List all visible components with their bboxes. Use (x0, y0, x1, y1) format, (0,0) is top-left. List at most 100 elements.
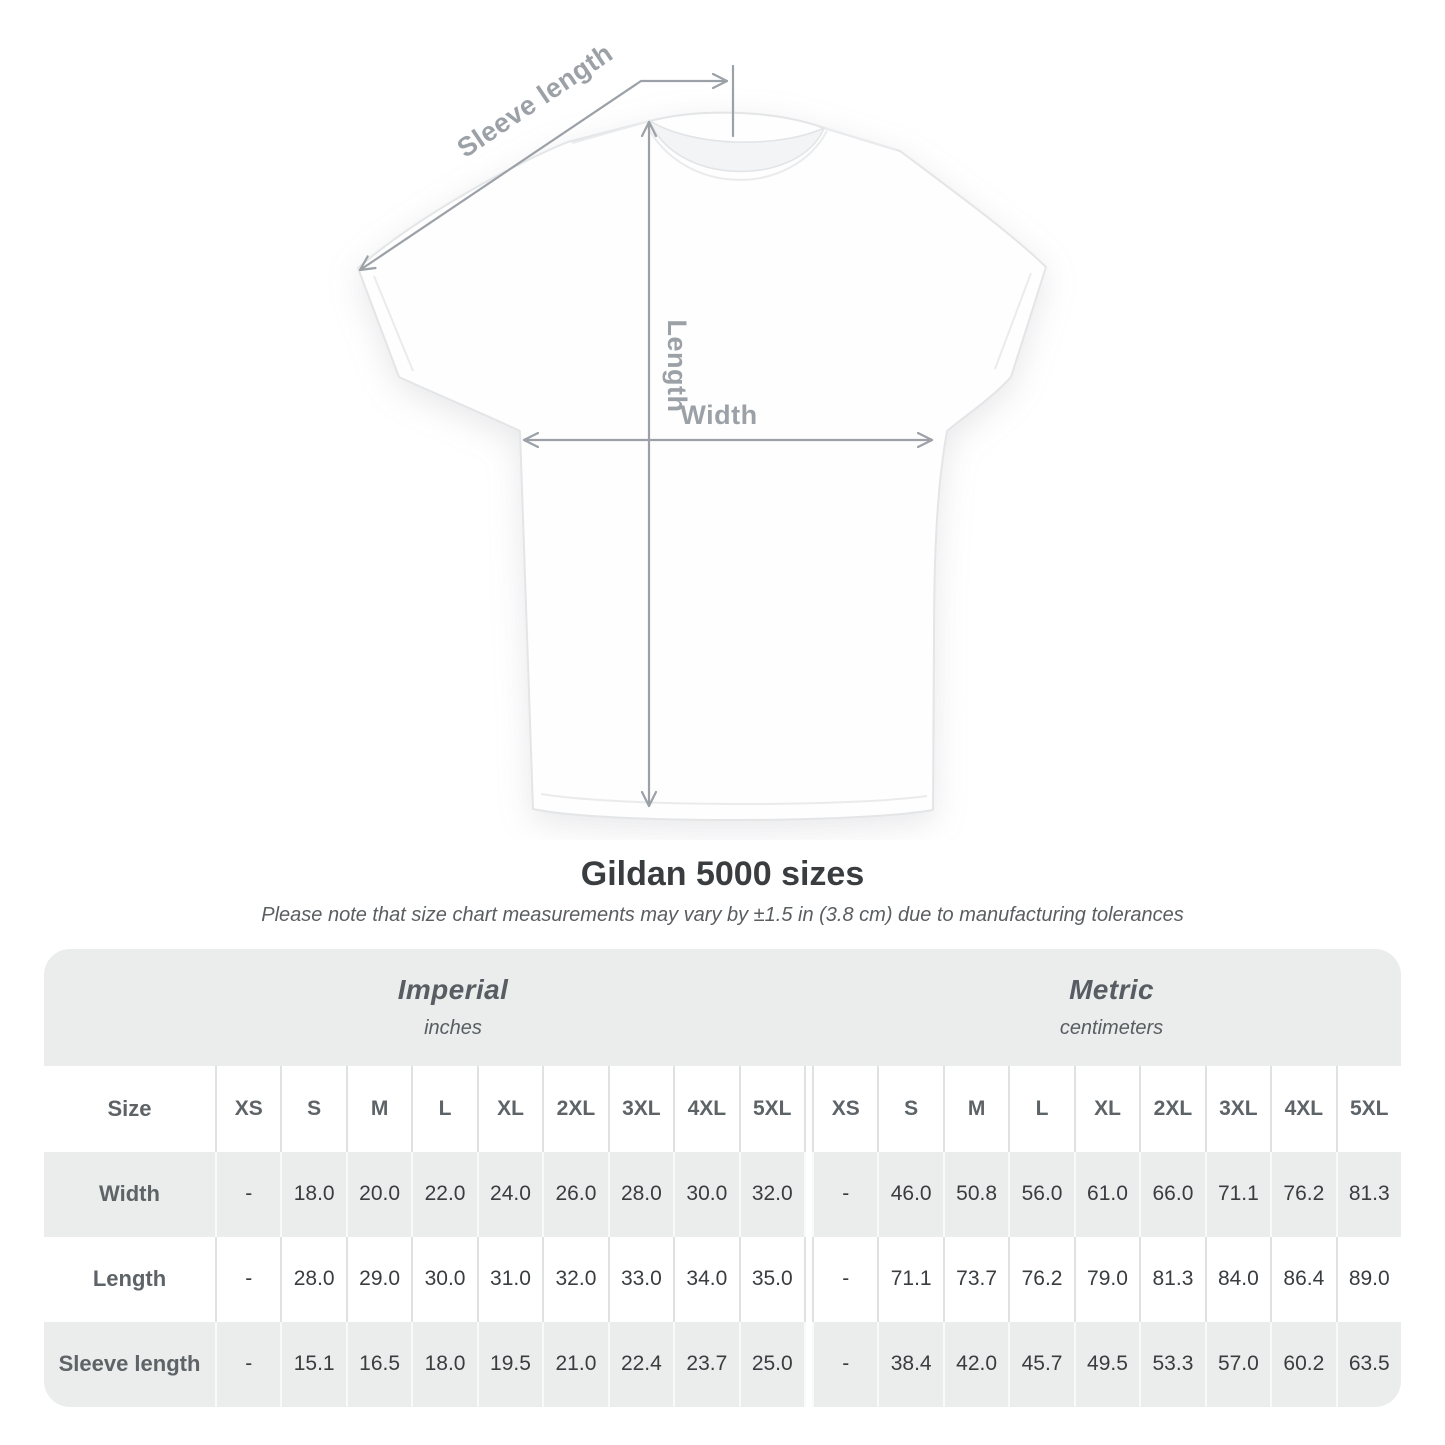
value-cell-imperial: 31.0 (476, 1236, 542, 1322)
value-cell-imperial: 34.0 (673, 1236, 738, 1322)
value-cell-imperial: 30.0 (411, 1236, 476, 1322)
value-cell-imperial: 35.0 (738, 1236, 804, 1322)
value-cell-metric: 81.3 (1335, 1151, 1401, 1237)
imperial-unit: inches (424, 1017, 482, 1040)
value-cell-imperial: 23.7 (673, 1321, 738, 1407)
value-cell-metric: 84.0 (1204, 1236, 1270, 1322)
length-arrowhead-top (640, 120, 658, 138)
size-header-metric-xs: XS (811, 1065, 877, 1152)
value-cell-imperial: 18.0 (411, 1321, 476, 1407)
collar-opening (648, 119, 826, 173)
value-cell-metric: - (811, 1321, 877, 1407)
table-row-sleeve-length: Sleeve length -15.1 16.5 18.0 19.5 21.0 22.4 23… (44, 1321, 1401, 1407)
collar-ribbing (646, 125, 828, 181)
value-cell-imperial: 21.0 (542, 1321, 607, 1407)
value-cell-metric: 50.8 (942, 1151, 1008, 1237)
value-cell-imperial: 28.0 (607, 1151, 673, 1237)
value-cell-metric: 53.3 (1139, 1321, 1204, 1407)
sleeve-length-arrow (358, 79, 729, 272)
sleeve-length-arrowhead-left (358, 255, 377, 272)
imperial-metric-divider (803, 1151, 812, 1237)
value-cell-imperial: 32.0 (738, 1151, 804, 1237)
value-cell-imperial: 25.0 (738, 1321, 804, 1407)
value-cell-metric: 45.7 (1008, 1321, 1073, 1407)
value-cell-imperial: 29.0 (345, 1236, 411, 1322)
tshirt-graphic (357, 111, 1047, 821)
sleeve-length-arrowhead-right (711, 72, 729, 90)
value-cell-metric: 81.3 (1139, 1236, 1204, 1322)
size-header-row: Size XS S M L XL 2XL 3XL 4XL 5XL XS S M L XL 2XL 3XL 4XL 5… (44, 1065, 1401, 1152)
size-header-imperial-xl: XL (476, 1065, 542, 1152)
size-header-imperial-l: L (411, 1065, 476, 1152)
size-header-metric-2xl: 2XL (1139, 1065, 1204, 1152)
value-cell-metric: 60.2 (1270, 1321, 1335, 1407)
value-cell-metric: - (811, 1151, 877, 1237)
value-cell-imperial: 28.0 (280, 1236, 345, 1322)
size-header-metric-s: S (877, 1065, 942, 1152)
size-header-imperial-2xl: 2XL (542, 1065, 607, 1152)
length-arrowhead-bottom (640, 790, 658, 808)
size-header-metric-4xl: 4XL (1270, 1065, 1335, 1152)
units-header-row: Imperial inches Metric centimeters (44, 948, 1401, 1066)
size-header-imperial-m: M (345, 1065, 411, 1152)
tshirt-diagram: Sleeve length Length Width (357, 38, 1047, 821)
tshirt-outline (357, 111, 1047, 821)
imperial-header: Imperial inches (44, 949, 804, 1066)
width-label: Width (680, 400, 757, 430)
size-header-imperial-s: S (280, 1065, 345, 1152)
size-header-imperial-3xl: 3XL (607, 1065, 673, 1152)
value-cell-metric: 71.1 (1204, 1151, 1270, 1237)
value-cell-metric: 79.0 (1073, 1236, 1139, 1322)
size-header-metric-5xl: 5XL (1335, 1065, 1401, 1152)
tolerance-note: Please note that size chart measurements… (261, 903, 1184, 926)
value-cell-imperial: 18.0 (280, 1151, 345, 1237)
size-header-imperial-4xl: 4XL (673, 1065, 738, 1152)
left-cuff-seam (373, 275, 414, 372)
metric-unit: centimeters (1059, 1017, 1164, 1040)
right-shoulder-seam (823, 127, 897, 151)
value-cell-imperial: 22.4 (607, 1321, 673, 1407)
value-cell-metric: 86.4 (1270, 1236, 1335, 1322)
value-cell-imperial: 22.0 (411, 1151, 476, 1237)
value-cell-metric: 76.2 (1008, 1236, 1073, 1322)
size-table: Imperial inches Metric centimeters Size X… (44, 948, 1401, 1407)
table-row-width: Width -18.0 20.0 22.0 24.0 26.0 28.0 30.0 32.0-4… (44, 1151, 1401, 1237)
value-cell-imperial: 16.5 (345, 1321, 411, 1407)
value-cell-metric: - (811, 1236, 877, 1322)
width-arrowhead-left (522, 431, 540, 449)
value-cell-metric: 66.0 (1139, 1151, 1204, 1237)
value-cell-imperial: 32.0 (542, 1236, 607, 1322)
row-label: Length (92, 1266, 167, 1292)
value-cell-metric: 89.0 (1335, 1236, 1401, 1322)
size-header-metric-xl: XL (1073, 1065, 1139, 1152)
page-title: Gildan 5000 sizes (580, 855, 865, 893)
tshirt-diagram-svg: Sleeve length Length Width (357, 38, 1047, 821)
table-row-length: Length -28.0 29.0 30.0 31.0 32.0 33.0 34.0 35.0-… (44, 1236, 1401, 1322)
value-cell-metric: 56.0 (1008, 1151, 1073, 1237)
value-cell-imperial: 15.1 (280, 1321, 345, 1407)
value-cell-metric: 57.0 (1204, 1321, 1270, 1407)
size-header-metric-l: L (1008, 1065, 1073, 1152)
value-cell-imperial: - (215, 1151, 280, 1237)
row-label: Sleeve length (58, 1351, 201, 1377)
value-cell-metric: 73.7 (942, 1236, 1008, 1322)
value-cell-imperial: 33.0 (607, 1236, 673, 1322)
value-cell-metric: 63.5 (1335, 1321, 1401, 1407)
value-cell-imperial: 26.0 (542, 1151, 607, 1237)
value-cell-imperial: 20.0 (345, 1151, 411, 1237)
value-cell-imperial: - (215, 1321, 280, 1407)
size-table-body: Width -18.0 20.0 22.0 24.0 26.0 28.0 30.0 32.0-4… (44, 1151, 1401, 1407)
left-shoulder-seam (571, 120, 651, 144)
length-label: Length (662, 320, 692, 413)
size-header-imperial-5xl: 5XL (738, 1065, 804, 1152)
value-cell-imperial: - (215, 1236, 280, 1322)
hem-stitch (540, 793, 928, 805)
size-column-header: Size (107, 1095, 152, 1121)
imperial-metric-divider (803, 1065, 812, 1152)
value-cell-metric: 71.1 (877, 1236, 942, 1322)
value-cell-metric: 61.0 (1073, 1151, 1139, 1237)
row-label: Width (99, 1181, 160, 1207)
value-cell-metric: 46.0 (877, 1151, 942, 1237)
value-cell-metric: 49.5 (1073, 1321, 1139, 1407)
size-header-imperial-xs: XS (215, 1065, 280, 1152)
